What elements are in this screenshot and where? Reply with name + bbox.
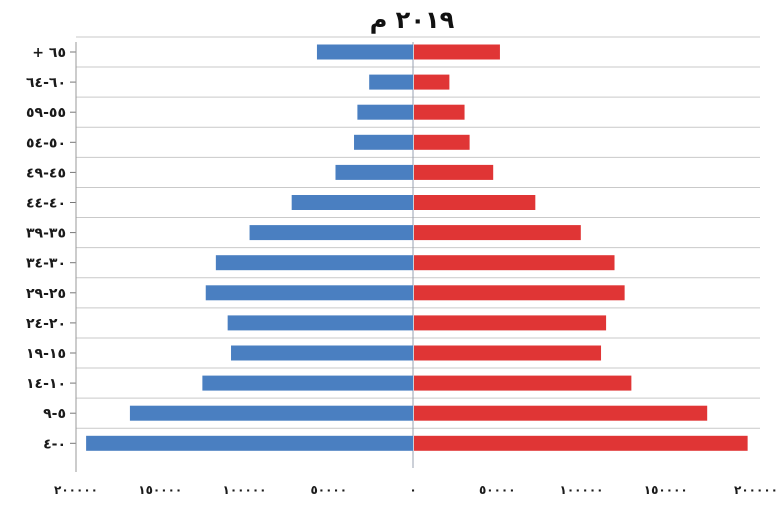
x-tick-label: ٢٠٠٠٠٠ [734, 483, 778, 497]
bar-left [202, 375, 413, 391]
bar-right [414, 195, 536, 210]
y-tick-label: ٦٠-٦٤ [26, 75, 66, 91]
bar-left [231, 345, 413, 361]
bar-right [414, 345, 602, 361]
bar-right [414, 255, 615, 271]
bar-left [86, 435, 414, 451]
x-tick-label: ٥٠٠٠٠ [479, 483, 516, 497]
bar-left [291, 195, 413, 210]
bar-right [414, 104, 465, 120]
bar-left [354, 134, 413, 150]
y-tick-label: ٠-٤ [43, 436, 66, 452]
bar-right [414, 164, 494, 180]
bar-left [357, 104, 413, 120]
x-tick-label: ٥٠٠٠٠ [310, 483, 347, 497]
bar-right [414, 315, 607, 331]
y-tick-label: ٢٠-٢٤ [26, 316, 66, 332]
x-tick-label: ٢٠٠٠٠٠ [54, 483, 98, 497]
bar-right [414, 134, 470, 150]
y-tick-label: + ٦٥ [32, 45, 66, 61]
y-tick-labels: + ٦٥ ٦٠-٦٤ ٥٥-٥٩ ٥٠-٥٤ ٤٥-٤٩ ٤٠-٤٤ ٣٥-٣٩ ٣٠-٣٤ ٢… [26, 45, 66, 452]
bar-right [414, 405, 708, 421]
y-tick-label: ١٠-١٤ [26, 376, 66, 392]
bar-right [414, 435, 748, 451]
x-tick-label: ١٥٠٠٠٠ [644, 483, 688, 497]
bar-left [249, 225, 413, 241]
bar-left [369, 74, 413, 90]
y-tick-label: ٤٥-٤٩ [26, 165, 66, 181]
bar-right [414, 285, 625, 301]
y-tick-label: ٥-٩ [43, 406, 66, 422]
x-tick-labels: ٢٠٠٠٠٠ ١٥٠٠٠٠ ١٠٠٠٠٠ ٥٠٠٠٠ ٠ ٥٠٠٠٠ ١٠٠٠٠٠ ١٥٠٠٠… [54, 483, 778, 497]
bars-group [86, 44, 748, 451]
y-tick-label: ٤٠-٤٤ [26, 196, 66, 212]
y-tick-label: ٥٠-٥٤ [26, 135, 66, 151]
bar-right [414, 44, 500, 60]
y-tick-label: ٣٥-٣٩ [26, 226, 66, 242]
bar-left [215, 255, 413, 271]
bar-left [227, 315, 413, 331]
y-tick-label: ١٥-١٩ [26, 346, 66, 362]
bar-left [335, 164, 413, 180]
x-tick-label: ١٠٠٠٠٠ [223, 483, 267, 497]
bar-left [316, 44, 413, 60]
bar-right [414, 74, 450, 90]
y-tick-label: ٥٥-٥٩ [26, 105, 66, 121]
y-tick-label: ٣٠-٣٤ [26, 256, 66, 272]
chart-title: ٢٠١٩ م [370, 6, 455, 34]
y-tick-label: ٢٥-٢٩ [26, 286, 66, 302]
bar-left [205, 285, 413, 301]
x-tick-label: ١٠٠٠٠٠ [560, 483, 604, 497]
x-tick-label: ٠ [409, 483, 416, 497]
grid-lines [70, 36, 760, 444]
bar-left [129, 405, 414, 421]
x-tick-label: ١٥٠٠٠٠ [138, 483, 182, 497]
bar-right [414, 375, 632, 391]
bar-right [414, 225, 581, 241]
